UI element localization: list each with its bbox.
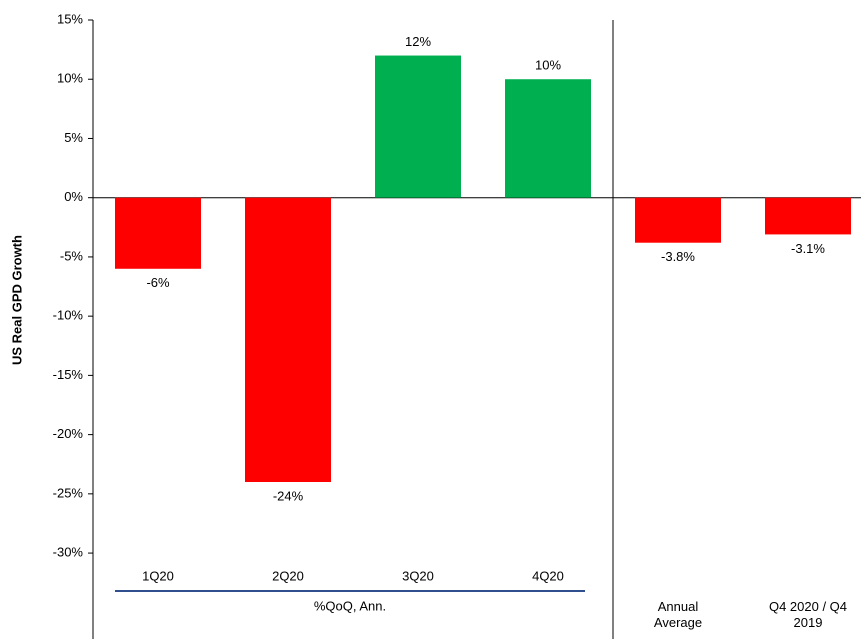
y-tick-label: -20%	[53, 426, 84, 441]
value-label: -3.8%	[661, 249, 695, 264]
y-tick-label: -10%	[53, 308, 84, 323]
bar	[115, 197, 201, 269]
value-label: -6%	[146, 275, 170, 290]
x-tick-label: 2Q20	[272, 568, 304, 583]
y-tick-label: -5%	[60, 248, 84, 263]
y-tick-label: 10%	[57, 71, 83, 86]
y-axis-label: US Real GPD Growth	[9, 235, 24, 365]
y-tick-label: 15%	[57, 11, 83, 26]
x-tick-label: 3Q20	[402, 568, 434, 583]
x-tick-label: 4Q20	[532, 568, 564, 583]
x-tick-label: Q4 2020 / Q4 2019	[768, 599, 848, 630]
value-label: 12%	[405, 34, 431, 49]
x-tick-label: 1Q20	[142, 568, 174, 583]
group-label: %QoQ, Ann.	[314, 598, 386, 613]
bar	[375, 55, 461, 198]
bar	[635, 197, 721, 243]
value-label: -3.1%	[791, 241, 825, 256]
y-tick-label: 5%	[64, 130, 83, 145]
bar	[245, 197, 331, 482]
value-label: 10%	[535, 58, 561, 73]
bar	[765, 197, 851, 235]
y-tick-label: -15%	[53, 367, 84, 382]
x-tick-label: Annual Average	[653, 599, 703, 630]
value-label: -24%	[273, 488, 304, 503]
y-tick-label: -25%	[53, 485, 84, 500]
bar	[505, 79, 591, 198]
y-tick-label: 0%	[64, 189, 83, 204]
y-tick-label: -30%	[53, 545, 84, 560]
